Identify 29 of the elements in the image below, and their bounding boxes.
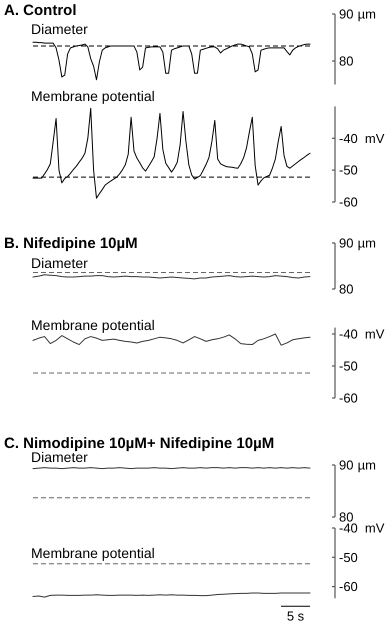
y-tick-label: -50 [339, 550, 358, 565]
y-tick-label: 90 [339, 6, 354, 22]
y-axis-title: µm [358, 236, 376, 251]
y-tick-label: -60 [339, 579, 358, 594]
y-axis-title: mV [364, 520, 385, 536]
chart-subtitle: Membrane potential [31, 317, 155, 333]
chart-subtitle: Membrane potential [31, 88, 155, 104]
chart-title: A. Control [4, 2, 76, 19]
text: 5 s [286, 608, 305, 622]
y-tick-label: 90 [339, 236, 354, 251]
chart-title: C. Nimodipine 10µM+ Nifedipine 10µM [4, 435, 274, 452]
text: Diameter [31, 21, 88, 37]
y-tick-label: -50 [339, 162, 358, 178]
y-tick-label: -60 [339, 390, 358, 406]
y-tick-label: -50 [339, 358, 358, 374]
y-tick-label: -40 [339, 130, 358, 146]
y-tick-label: 80 [339, 54, 354, 69]
y-axis-title: µm [358, 6, 376, 22]
text: Diameter [31, 255, 88, 271]
y-tick-label: 90 [339, 458, 354, 473]
y-tick-label: 80 [339, 282, 354, 297]
y-tick-label: -60 [339, 194, 358, 210]
y-axis-title: mV [364, 326, 385, 342]
y-axis-title: mV [364, 130, 385, 146]
text: Membrane potential [31, 545, 155, 561]
y-axis-title: µm [358, 458, 376, 473]
line-series [32, 334, 310, 346]
chart-title: B. Nifedipine 10µM [4, 235, 138, 252]
y-tick-label: -40 [339, 326, 358, 342]
